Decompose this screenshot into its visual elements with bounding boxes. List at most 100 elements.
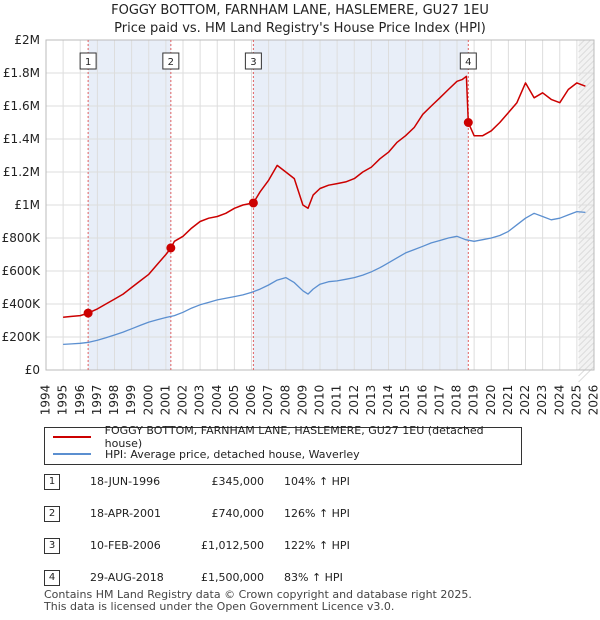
x-tick-label: 1995 xyxy=(56,385,70,416)
future-hatch xyxy=(578,78,595,95)
future-hatch xyxy=(578,216,595,233)
footer-copyright: Contains HM Land Registry data © Crown c… xyxy=(44,588,472,601)
x-tick-label: 1996 xyxy=(73,385,87,416)
future-hatch xyxy=(578,264,595,281)
x-tick-label: 2016 xyxy=(415,385,429,416)
future-hatch xyxy=(578,354,595,371)
y-tick-label: £1M xyxy=(14,198,40,212)
legend-label-hpi: HPI: Average price, detached house, Wave… xyxy=(105,447,360,461)
future-hatch xyxy=(578,108,595,125)
future-hatch xyxy=(578,90,595,107)
x-tick-label: 2000 xyxy=(141,385,155,416)
x-tick-label: 2019 xyxy=(467,385,481,416)
sale-marker-box xyxy=(162,52,180,70)
table-row: 4 29-AUG-2018 £1,500,000 83% ↑ HPI xyxy=(44,570,464,586)
future-hatch xyxy=(578,84,595,101)
x-tick-label: 2024 xyxy=(552,385,566,416)
x-tick-label: 2013 xyxy=(364,385,378,416)
table-row: 3 10-FEB-2006 £1,012,500 122% ↑ HPI xyxy=(44,538,464,554)
future-hatch xyxy=(578,222,595,239)
future-hatch xyxy=(578,306,595,323)
x-tick-label: 1998 xyxy=(107,385,121,416)
sale-date: 10-FEB-2006 xyxy=(90,539,161,552)
y-tick-label: £400K xyxy=(2,297,42,311)
future-hatch xyxy=(578,180,595,197)
sale-price: £1,012,500 xyxy=(201,539,264,552)
x-tick-label: 2009 xyxy=(295,385,309,416)
future-hatch xyxy=(578,294,595,311)
sale-marker-label: 2 xyxy=(44,506,60,522)
sale-marker-box xyxy=(459,52,477,70)
sale-marker-label: 2 xyxy=(168,57,174,68)
footer-license: This data is licensed under the Open Gov… xyxy=(44,600,395,613)
sale-price: £740,000 xyxy=(211,507,265,520)
y-tick-label: £800K xyxy=(2,231,42,245)
future-hatch xyxy=(578,168,595,185)
x-tick-label: 2010 xyxy=(313,385,327,416)
x-tick-label: 2022 xyxy=(518,385,532,416)
future-hatch xyxy=(578,240,595,257)
future-hatch xyxy=(578,300,595,317)
y-tick-label: £1.2M xyxy=(3,165,40,179)
future-hatch xyxy=(578,270,595,287)
future-hatch xyxy=(578,102,595,119)
future-hatch xyxy=(578,348,595,365)
future-hatch xyxy=(578,66,595,83)
future-hatch xyxy=(578,174,595,191)
x-tick-label: 2001 xyxy=(158,385,172,416)
sale-marker-label: 3 xyxy=(44,538,60,554)
x-tick-label: 2026 xyxy=(587,385,600,416)
future-hatch xyxy=(578,330,595,347)
x-tick-label: 2025 xyxy=(569,385,583,416)
future-hatch xyxy=(578,120,595,137)
x-tick-label: 2005 xyxy=(227,385,241,416)
legend-item-property: FOGGY BOTTOM, FARNHAM LANE, HASLEMERE, G… xyxy=(53,424,521,450)
future-hatch xyxy=(578,150,595,167)
x-tick-label: 2011 xyxy=(330,385,344,416)
sale-price: £345,000 xyxy=(211,475,265,488)
future-hatch xyxy=(578,138,595,155)
future-hatch xyxy=(578,318,595,335)
sale-date: 29-AUG-2018 xyxy=(90,571,164,584)
future-hatch xyxy=(578,132,595,149)
sale-marker-label: 4 xyxy=(44,570,60,586)
sale-date: 18-APR-2001 xyxy=(90,507,162,520)
future-hatch xyxy=(578,39,585,47)
future-hatch xyxy=(578,234,595,251)
x-tick-label: 2015 xyxy=(398,385,412,416)
future-hatch xyxy=(578,42,595,59)
future-hatch xyxy=(578,342,595,359)
y-tick-label: £1.6M xyxy=(3,99,40,113)
sale-marker-box xyxy=(79,52,97,70)
future-hatch xyxy=(578,162,595,179)
future-hatch xyxy=(578,228,595,245)
x-tick-label: 2003 xyxy=(193,385,207,416)
sale-point xyxy=(166,243,176,253)
sale-point xyxy=(463,118,473,127)
x-tick-label: 2006 xyxy=(244,385,258,416)
y-tick-label: £1.8M xyxy=(3,66,40,80)
x-tick-label: 2020 xyxy=(484,385,498,416)
y-tick-label: £2M xyxy=(14,33,40,47)
future-hatch xyxy=(578,246,595,263)
legend-swatch-hpi xyxy=(53,453,91,455)
chart-title: FOGGY BOTTOM, FARNHAM LANE, HASLEMERE, G… xyxy=(111,3,489,18)
x-tick-label: 2014 xyxy=(381,385,395,416)
future-hatch xyxy=(578,186,595,203)
x-tick-label: 1999 xyxy=(124,385,138,416)
price-chart: £0 £200K £400K £600K £800K £1M £1.2M £1.4M £1.6M… xyxy=(2,33,600,416)
future-hatch xyxy=(578,144,595,161)
plot-border xyxy=(45,39,595,371)
sale-marker-box xyxy=(244,52,262,70)
future-hatch xyxy=(578,210,595,227)
x-tick-label: 2023 xyxy=(535,385,549,416)
future-hatch xyxy=(578,48,595,65)
footer: Contains HM Land Registry data © Crown c… xyxy=(44,589,472,613)
future-hatch xyxy=(578,282,595,299)
sale-marker-label: 1 xyxy=(44,474,60,490)
sale-hpi: 104% ↑ HPI xyxy=(284,475,350,488)
future-hatch xyxy=(578,72,595,89)
future-hatch xyxy=(578,114,595,131)
future-hatch xyxy=(578,366,595,383)
sale-hpi: 126% ↑ HPI xyxy=(284,507,350,520)
